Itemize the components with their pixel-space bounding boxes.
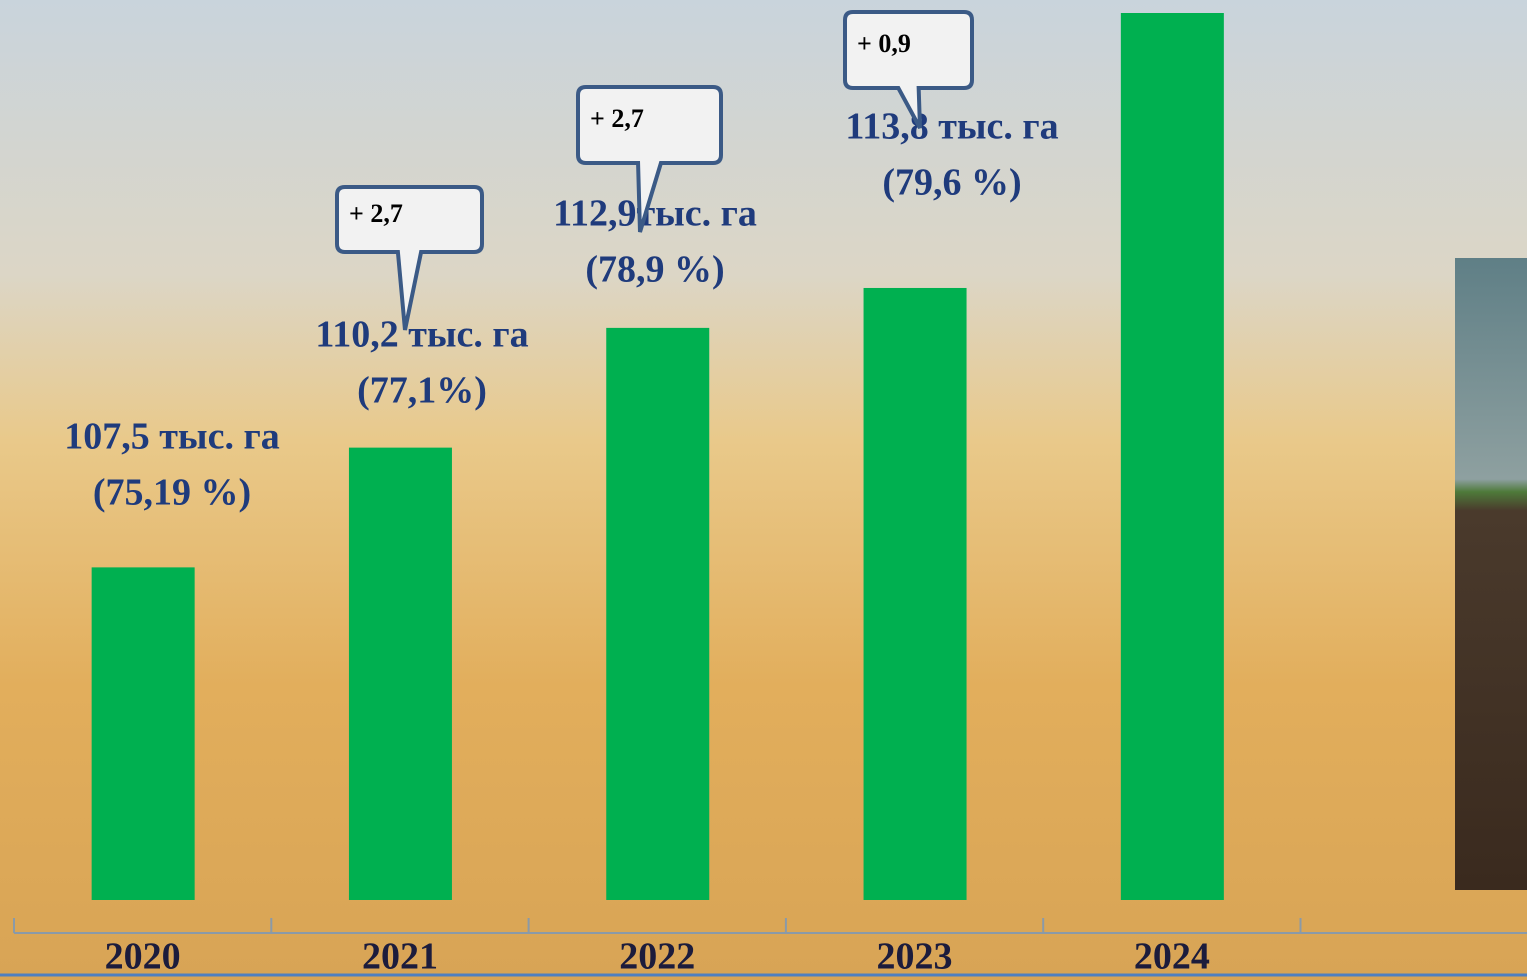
callout-text: + 0,9 (857, 29, 911, 58)
share-label: (79,6 %) (882, 162, 1021, 204)
value-label: 110,2 тыс. га (315, 314, 528, 356)
value-label: 113,8 тыс. га (845, 106, 1058, 148)
callout-text: + 2,7 (349, 199, 403, 228)
callout-box (576, 85, 723, 233)
bar (91, 567, 195, 900)
callout-box (335, 185, 484, 331)
x-tick-label: 2021 (362, 936, 438, 978)
share-label: (77,1%) (357, 370, 487, 412)
callout-text: + 2,7 (590, 104, 644, 133)
photo (1455, 258, 1527, 890)
x-tick-label: 2024 (1134, 936, 1210, 978)
bar (606, 327, 710, 900)
share-label: (78,9 %) (585, 249, 724, 291)
x-tick-label: 2022 (619, 936, 695, 978)
callout-box (843, 10, 974, 129)
bar (348, 447, 452, 900)
x-tick-label: 2023 (877, 936, 953, 978)
value-label: 107,5 тыс. га (64, 416, 279, 458)
value-label: 112,9тыс. га (553, 193, 757, 235)
x-tick-label: 2020 (105, 936, 181, 978)
bar (863, 287, 967, 901)
share-label: (75,19 %) (93, 472, 251, 514)
bar (1120, 13, 1224, 900)
